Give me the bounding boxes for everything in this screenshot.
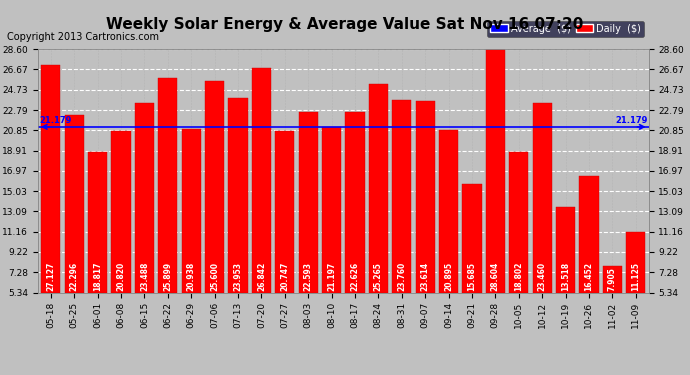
Text: 22.593: 22.593 [304,262,313,291]
Bar [181,129,201,292]
Bar [65,115,83,292]
Bar [135,103,154,292]
Text: 16.452: 16.452 [584,262,593,291]
Bar [509,152,529,292]
Bar [322,127,341,292]
Bar [392,100,411,292]
Text: 20.747: 20.747 [280,261,289,291]
Bar [228,98,248,292]
Text: 28.604: 28.604 [491,262,500,291]
Text: 7.905: 7.905 [608,267,617,291]
Text: 21.179: 21.179 [39,116,72,125]
Bar [41,64,61,292]
Text: 18.817: 18.817 [93,261,102,291]
Text: 25.265: 25.265 [374,262,383,291]
Text: 23.460: 23.460 [538,262,546,291]
Text: 23.760: 23.760 [397,262,406,291]
Text: 25.899: 25.899 [164,262,172,291]
Text: 11.125: 11.125 [631,262,640,291]
Bar [252,68,271,292]
Text: 25.600: 25.600 [210,262,219,291]
Text: 20.895: 20.895 [444,262,453,291]
Bar [626,232,645,292]
Text: 15.685: 15.685 [467,262,477,291]
Bar [299,112,318,292]
Bar [603,266,622,292]
Text: 13.518: 13.518 [561,262,570,291]
Bar [275,131,295,292]
Bar [462,184,482,292]
Text: 26.842: 26.842 [257,262,266,291]
Text: 23.953: 23.953 [233,262,242,291]
Bar [368,84,388,292]
Bar [88,152,107,292]
Text: 20.938: 20.938 [187,262,196,291]
Text: 21.179: 21.179 [615,116,647,125]
Text: Copyright 2013 Cartronics.com: Copyright 2013 Cartronics.com [7,32,159,42]
Text: 22.626: 22.626 [351,262,359,291]
Bar [486,49,505,292]
Text: 21.197: 21.197 [327,262,336,291]
Text: Weekly Solar Energy & Average Value Sat Nov 16 07:20: Weekly Solar Energy & Average Value Sat … [106,17,584,32]
Legend: Average  ($), Daily  ($): Average ($), Daily ($) [487,21,644,36]
Text: 18.802: 18.802 [514,261,523,291]
Bar [556,207,575,292]
Text: 23.488: 23.488 [140,261,149,291]
Text: 27.127: 27.127 [46,261,55,291]
Text: 23.614: 23.614 [421,262,430,291]
Bar [205,81,224,292]
Text: 22.296: 22.296 [70,262,79,291]
Bar [439,130,458,292]
Bar [580,176,598,292]
Bar [346,112,364,292]
Bar [158,78,177,292]
Bar [533,103,552,292]
Bar [111,130,130,292]
Bar [415,101,435,292]
Text: 20.820: 20.820 [117,262,126,291]
